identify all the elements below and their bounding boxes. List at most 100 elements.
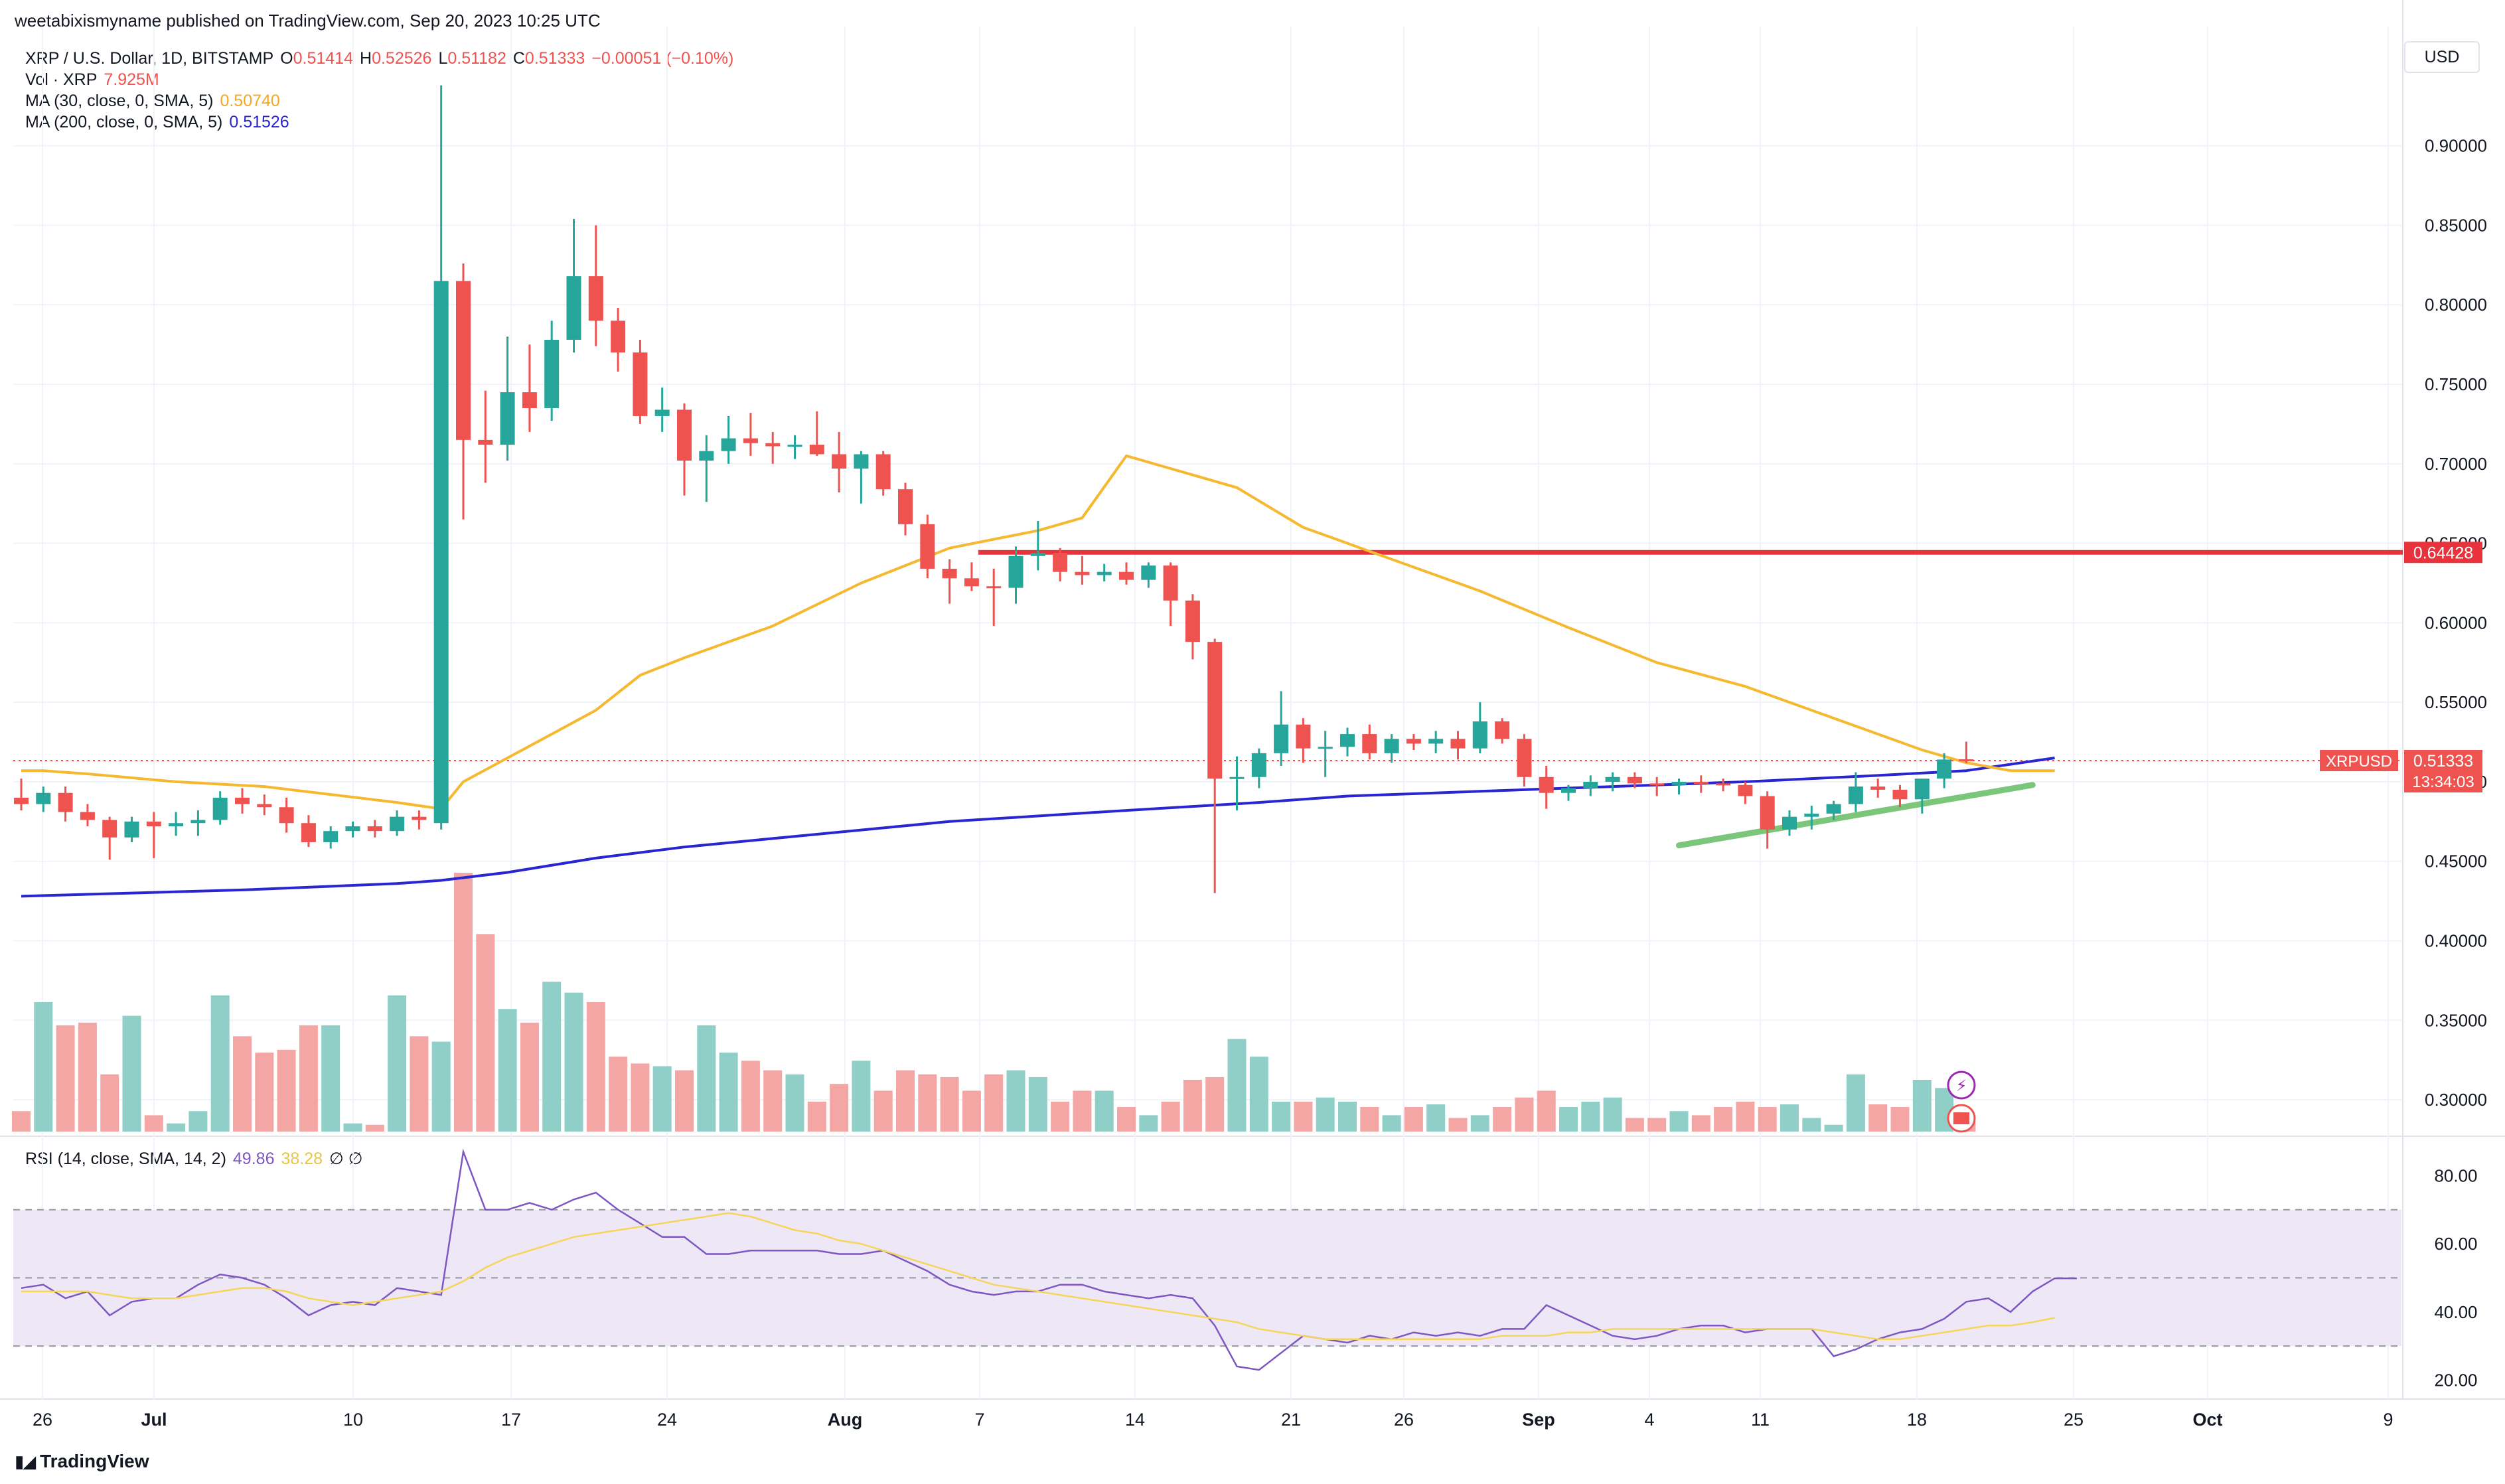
volume-bar <box>1051 1101 1070 1132</box>
candle <box>986 568 1002 627</box>
legend-rsi-extra: ∅ ∅ <box>329 1150 363 1168</box>
candle <box>566 218 581 353</box>
candle <box>875 451 891 496</box>
candle-body <box>301 823 316 842</box>
time-tick-label: 24 <box>657 1410 677 1430</box>
time-tick-label: 11 <box>1751 1410 1770 1430</box>
volume-bar <box>1625 1118 1644 1132</box>
volume-bar <box>1603 1097 1622 1132</box>
time-tick-label: 25 <box>2064 1410 2084 1430</box>
candle <box>212 791 228 825</box>
candle <box>1517 734 1532 787</box>
legend-ma200-label[interactable]: MA (200, close, 0, SMA, 5) <box>25 113 223 131</box>
candle <box>1561 784 1576 801</box>
volume-bar <box>1382 1115 1401 1132</box>
candle <box>433 85 449 830</box>
candle-body <box>433 281 449 824</box>
resistance-price-label: 0.64428 <box>2413 544 2473 562</box>
volume-bar <box>1868 1104 1888 1132</box>
legend-volume-label[interactable]: Vol · XRP <box>25 70 98 89</box>
volume-bar <box>873 1090 893 1132</box>
volume-bar <box>321 1025 341 1132</box>
price-tick-label: 0.70000 <box>2425 454 2487 474</box>
volume-bar <box>1780 1104 1799 1132</box>
candle <box>323 826 339 849</box>
candle-body <box>1671 781 1687 785</box>
candle-body <box>1583 781 1598 788</box>
candle <box>1075 556 1090 585</box>
tradingview-wordmark: TradingView <box>40 1451 149 1471</box>
volume-bar <box>78 1022 97 1132</box>
candle-body <box>654 409 670 416</box>
volume-bar <box>210 995 230 1132</box>
candle-body <box>1937 759 1952 779</box>
candle-body <box>345 826 360 832</box>
legend-high-value: 0.52526 <box>372 49 432 68</box>
rsi-tick-label: 60.00 <box>2434 1234 2477 1254</box>
volume-bar <box>763 1070 783 1132</box>
candle-body <box>1296 724 1311 749</box>
candle-body <box>1495 721 1510 739</box>
candle-body <box>633 352 648 416</box>
candle-body <box>1008 556 1024 588</box>
time-tick-label: Sep <box>1522 1410 1555 1430</box>
countdown-label: 13:34:03 <box>2412 773 2474 791</box>
candle <box>1472 702 1487 753</box>
candle-body <box>787 445 802 447</box>
candle <box>920 514 935 579</box>
symbol-price-badge <box>2320 750 2398 772</box>
candle <box>1738 781 1753 804</box>
candle <box>611 308 626 372</box>
candle-body <box>854 454 869 469</box>
candle <box>1251 748 1266 788</box>
support-trendline <box>1676 782 2036 849</box>
volume-bar <box>675 1070 694 1132</box>
candle-body <box>124 821 139 838</box>
rsi-tick-label: 40.00 <box>2434 1302 2477 1322</box>
candle-body <box>611 321 626 353</box>
time-tick-label: 9 <box>2383 1410 2393 1430</box>
candle <box>1892 784 1908 808</box>
volume-bar <box>1470 1115 1489 1132</box>
candle-body <box>1472 721 1487 749</box>
candle-body <box>1207 642 1223 779</box>
volume-bar <box>1404 1107 1423 1132</box>
candle <box>257 794 272 816</box>
candle-body <box>14 797 29 804</box>
volume-bar <box>1912 1080 1932 1132</box>
candle <box>1782 810 1797 836</box>
volume-bar <box>1028 1076 1047 1132</box>
candle <box>80 804 95 827</box>
ma200-line <box>21 757 2055 898</box>
volume-bar <box>1691 1115 1710 1132</box>
volume-bar <box>1515 1097 1534 1132</box>
volume-bar <box>852 1061 871 1132</box>
candle-body <box>1627 777 1642 784</box>
time-tick-label: 7 <box>974 1410 984 1430</box>
volume-bar <box>365 1124 384 1132</box>
volume-bar <box>719 1052 738 1132</box>
legend-ma30-label[interactable]: MA (30, close, 0, SMA, 5) <box>25 92 214 110</box>
volume-bar <box>697 1025 716 1132</box>
rsi-tick-label: 20.00 <box>2434 1370 2477 1390</box>
volume-bar <box>1338 1101 1357 1132</box>
legend-rsi-label[interactable]: RSI (14, close, SMA, 14, 2) <box>25 1150 226 1168</box>
candle <box>1274 691 1289 766</box>
candle-body <box>1097 571 1112 575</box>
time-tick-label: Jul <box>141 1410 167 1430</box>
volume-bar <box>1006 1070 1025 1132</box>
currency-button[interactable]: USD <box>2404 41 2480 73</box>
tradingview-logo: ▮◢ TradingView <box>15 1451 149 1472</box>
candle <box>1649 777 1665 796</box>
legend-symbol[interactable]: XRP / U.S. Dollar, 1D, BITSTAMP <box>25 49 274 68</box>
volume-bar <box>122 1015 141 1132</box>
price-tick-label: 0.80000 <box>2425 295 2487 315</box>
time-tick-label: 26 <box>1394 1410 1414 1430</box>
volume-bar <box>1161 1101 1180 1132</box>
legend-change: −0.00051 (−0.10%) <box>591 49 734 68</box>
current-price-badge <box>2404 750 2482 793</box>
rsi-band <box>13 1209 2401 1347</box>
candle-body <box>964 578 979 587</box>
time-tick-label: 14 <box>1125 1410 1145 1430</box>
